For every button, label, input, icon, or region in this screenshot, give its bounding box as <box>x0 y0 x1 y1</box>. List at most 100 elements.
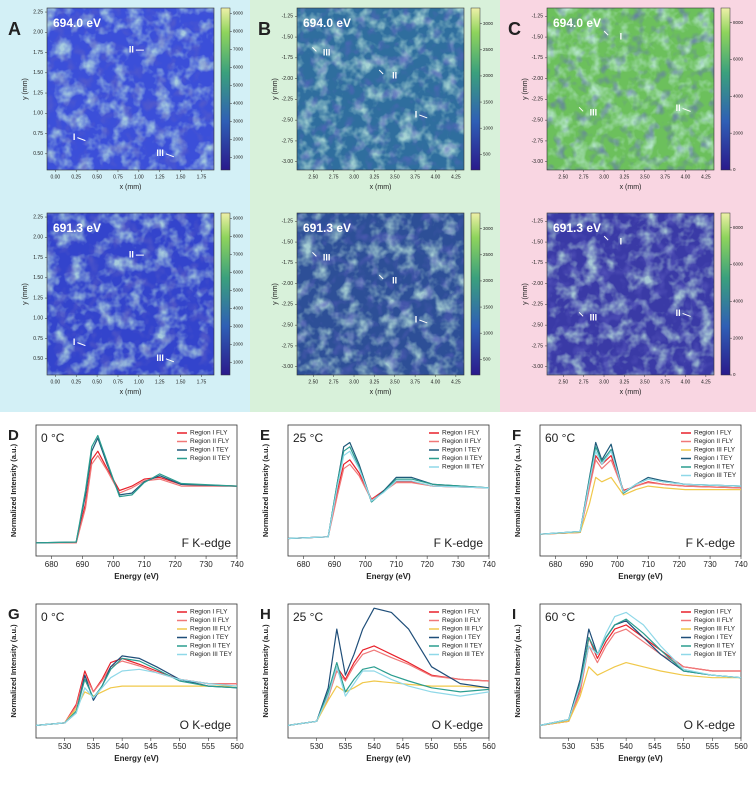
colorbar-tick-label: 500 <box>483 152 491 157</box>
colorbar <box>220 212 231 376</box>
x-tick-label: 2.50 <box>308 379 318 385</box>
colorbar-tick-label: 3000 <box>233 119 244 124</box>
legend-label: Region II TEY <box>694 643 735 650</box>
spectrum-line <box>539 628 741 726</box>
colorbar-tick-label: 1000 <box>233 155 244 160</box>
panel-letter: D <box>8 427 19 444</box>
x-tick-label: 540 <box>619 742 633 751</box>
y-tick-label: -2.50 <box>282 117 294 123</box>
y-tick-label: -2.25 <box>282 97 294 103</box>
edge-label: O K-edge <box>684 718 736 732</box>
y-tick-label: -2.00 <box>282 281 294 287</box>
spectrum-line <box>35 668 238 726</box>
region-label: III <box>156 148 164 158</box>
colorbar-tick-label: 2000 <box>733 130 744 135</box>
x-axis-label: x (mm) <box>120 389 142 396</box>
y-tick-label: 0.75 <box>33 336 43 342</box>
spectrum-line <box>287 607 490 726</box>
y-tick-label: -1.25 <box>532 219 544 225</box>
legend-label: Region I FLY <box>694 430 732 437</box>
x-tick-label: 3.25 <box>620 379 630 385</box>
x-tick-label: 2.75 <box>579 379 589 385</box>
x-tick-label: 730 <box>451 560 465 569</box>
map-texture <box>547 213 714 375</box>
y-tick-label: -2.00 <box>532 76 544 82</box>
region-pointer <box>603 30 609 36</box>
x-tick-label: 4.25 <box>701 174 711 180</box>
spectrum-line <box>36 455 237 544</box>
region-label: III <box>323 253 331 263</box>
y-tick-label: -2.75 <box>532 138 544 144</box>
spectrum-line <box>35 685 237 726</box>
x-tick-label: 2.50 <box>558 379 568 385</box>
colorbar-tick-label: 8000 <box>733 225 744 230</box>
spectrum-line <box>539 450 742 535</box>
x-tick-label: 720 <box>168 560 182 569</box>
colorbar-tick-label: 8000 <box>233 234 244 239</box>
energy-label: 691.3 eV <box>303 221 351 235</box>
spectrum-line <box>539 459 742 535</box>
colorbar-tick-label: 0 <box>733 167 736 172</box>
x-tick-label: 700 <box>107 560 121 569</box>
legend-label: Region II TEY <box>190 455 231 462</box>
legend-label: Region III TEY <box>442 651 485 658</box>
x-tick-label: 3.25 <box>370 379 380 385</box>
x-tick-label: 3.25 <box>370 174 380 180</box>
y-tick-label: -2.50 <box>532 322 544 328</box>
colorbar-tick-label: 1500 <box>483 304 494 309</box>
map-texture <box>47 213 214 375</box>
plot-area <box>287 424 490 557</box>
colorbar <box>470 212 481 376</box>
y-tick-label: -1.50 <box>532 239 544 245</box>
panel-letter: G <box>8 606 20 623</box>
plot-area <box>539 424 742 557</box>
colorbar-tick-label: 2000 <box>733 335 744 340</box>
x-axis-label: x (mm) <box>370 389 392 396</box>
legend-label: Region III TEY <box>442 464 485 471</box>
x-axis-label: x (mm) <box>620 184 642 191</box>
x-tick-label: 1.25 <box>155 174 165 180</box>
panel-letter: C <box>508 19 521 39</box>
x-tick-label: 710 <box>390 560 404 569</box>
x-tick-label: 700 <box>359 560 373 569</box>
region-label: II <box>129 249 134 259</box>
energy-label: 694.0 eV <box>303 16 351 30</box>
y-tick-label: -3.00 <box>282 159 294 165</box>
region-label: I <box>73 132 76 142</box>
x-axis-label: Energy (eV) <box>618 754 663 763</box>
edge-label: O K-edge <box>180 718 232 732</box>
y-tick-label: -3.00 <box>532 364 544 370</box>
legend-label: Region I FLY <box>442 430 480 437</box>
y-axis-label: y (mm) <box>272 283 279 305</box>
x-tick-label: 680 <box>297 560 311 569</box>
x-tick-label: 545 <box>144 742 158 751</box>
region-pointer <box>165 153 175 158</box>
x-tick-label: 0.50 <box>92 379 102 385</box>
colorbar-tick-label: 5000 <box>233 83 244 88</box>
y-tick-label: 2.00 <box>33 30 43 36</box>
x-tick-label: 550 <box>677 742 691 751</box>
region-label: II <box>392 275 397 285</box>
x-tick-label: 3.75 <box>660 379 670 385</box>
x-tick-label: 2.75 <box>579 174 589 180</box>
x-tick-label: 560 <box>230 742 244 751</box>
legend-label: Region III TEY <box>694 651 737 658</box>
map-frame <box>46 7 215 171</box>
spectrum-line <box>35 434 238 544</box>
spectrum-line <box>287 463 490 540</box>
region-pointer <box>578 106 584 112</box>
region-pointer <box>603 235 609 241</box>
x-axis-label: Energy (eV) <box>618 572 663 581</box>
x-tick-label: 4.00 <box>681 174 691 180</box>
y-axis-label: y (mm) <box>522 78 529 100</box>
x-tick-label: 555 <box>706 742 720 751</box>
region-label: III <box>323 48 331 58</box>
x-tick-label: 3.00 <box>349 379 359 385</box>
legend-label: Region II TEY <box>190 643 231 650</box>
x-tick-label: 545 <box>648 742 662 751</box>
region-label: I <box>620 237 623 247</box>
colorbar-tick-label: 1500 <box>483 99 494 104</box>
region-pointer <box>77 342 86 347</box>
